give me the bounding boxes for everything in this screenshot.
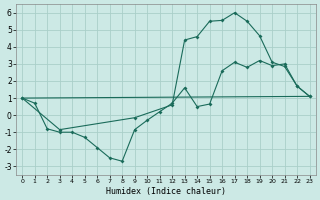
X-axis label: Humidex (Indice chaleur): Humidex (Indice chaleur) bbox=[106, 187, 226, 196]
